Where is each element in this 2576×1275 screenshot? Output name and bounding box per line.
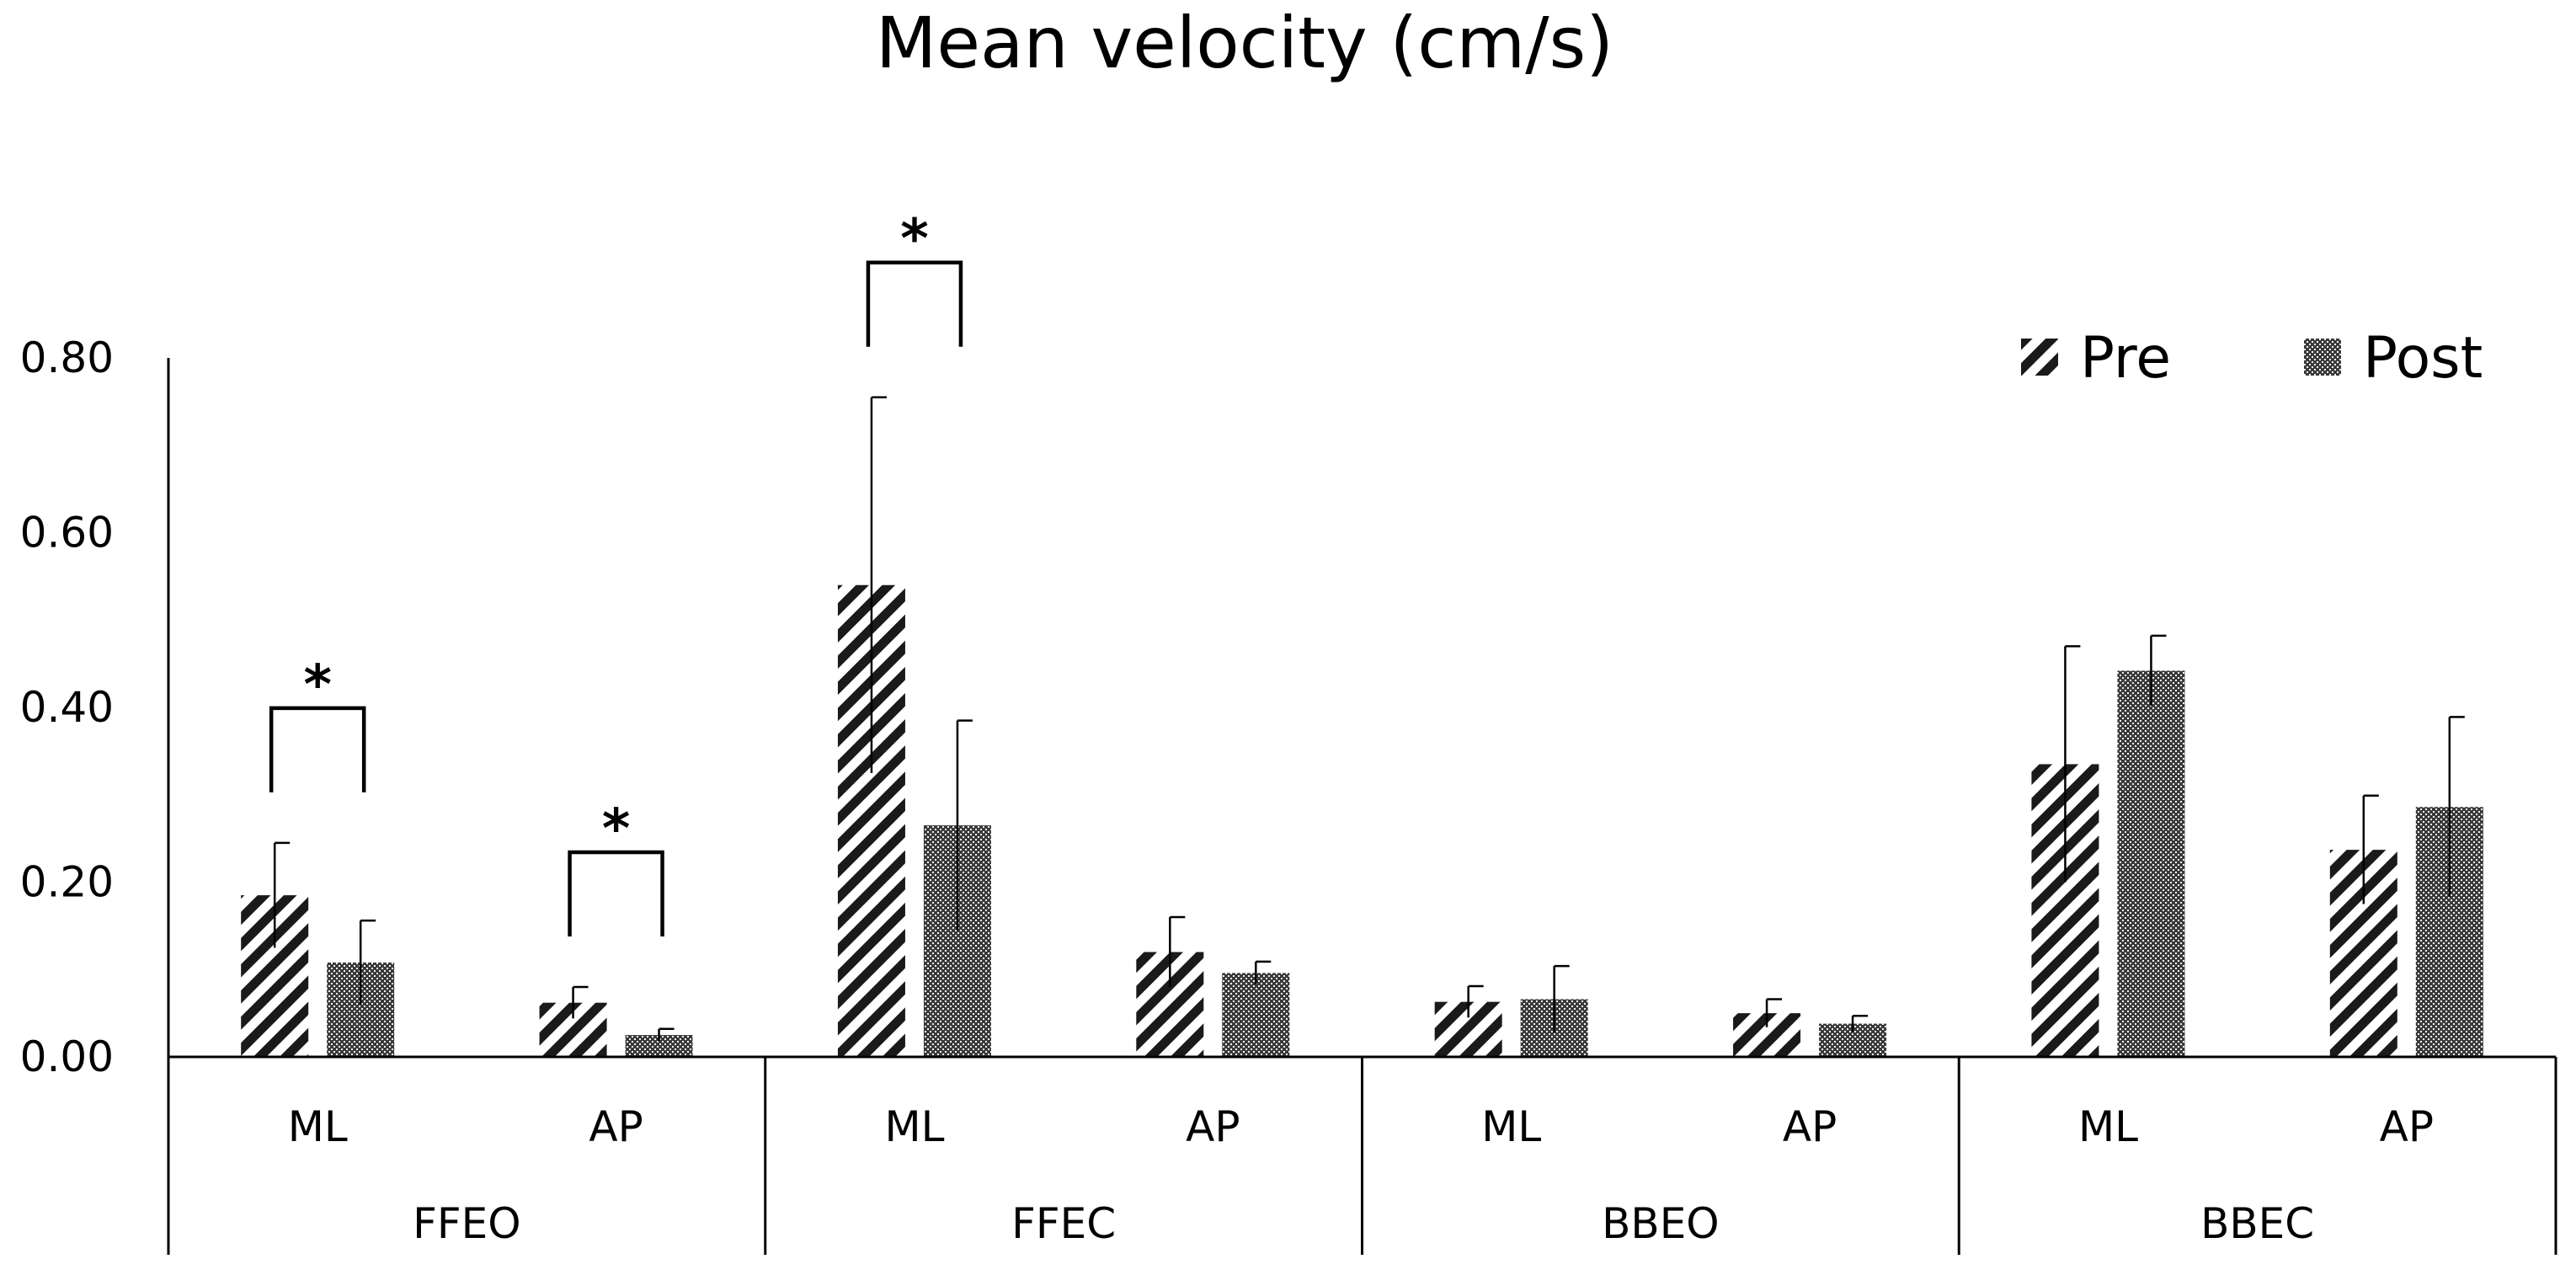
- chart-title: Mean velocity (cm/s): [876, 2, 1613, 84]
- group-label: BBEC: [2200, 1199, 2314, 1248]
- y-tick-label: 0.40: [20, 683, 114, 732]
- y-tick-label: 0.80: [20, 333, 114, 382]
- y-axis: 0.00 0.20 0.40 0.60 0.80: [20, 333, 170, 1255]
- y-tick-label: 0.60: [20, 509, 114, 557]
- significance-star: *: [602, 798, 630, 861]
- group-label: FFEC: [1011, 1199, 1116, 1248]
- bar-post: [2117, 670, 2185, 1057]
- category-label: AP: [1186, 1102, 1240, 1151]
- y-tick-label: 0.00: [20, 1032, 114, 1081]
- significance-star: *: [900, 209, 928, 271]
- category-label: AP: [1783, 1102, 1837, 1151]
- category-label: ML: [288, 1102, 348, 1151]
- bar-post: [1222, 973, 1290, 1057]
- x-axis: FFEO ML AP FFEC ML AP BBEO ML AP BBEC ML AP: [168, 1055, 2557, 1255]
- category-label: ML: [2078, 1102, 2138, 1151]
- legend-swatch-post: [2304, 339, 2341, 376]
- significance-bracket: [568, 850, 664, 936]
- category-label: ML: [1481, 1102, 1541, 1151]
- error-bars: [273, 396, 2465, 1042]
- legend-label-pre: Pre: [2080, 325, 2171, 392]
- category-label: ML: [884, 1102, 944, 1151]
- category-label: AP: [589, 1102, 643, 1151]
- legend-swatch-pre: [2021, 339, 2058, 376]
- category-label: AP: [2380, 1102, 2434, 1151]
- group-label: FFEO: [413, 1199, 520, 1248]
- significance-bracket: [269, 706, 366, 792]
- y-tick-label: 0.20: [20, 858, 114, 907]
- legend: Pre Post: [2021, 325, 2483, 392]
- significance-bracket: [866, 260, 963, 347]
- significance-markers: * * *: [269, 209, 963, 936]
- group-label: BBEO: [1602, 1199, 1720, 1248]
- significance-star: *: [303, 654, 331, 717]
- legend-label-post: Post: [2363, 325, 2483, 392]
